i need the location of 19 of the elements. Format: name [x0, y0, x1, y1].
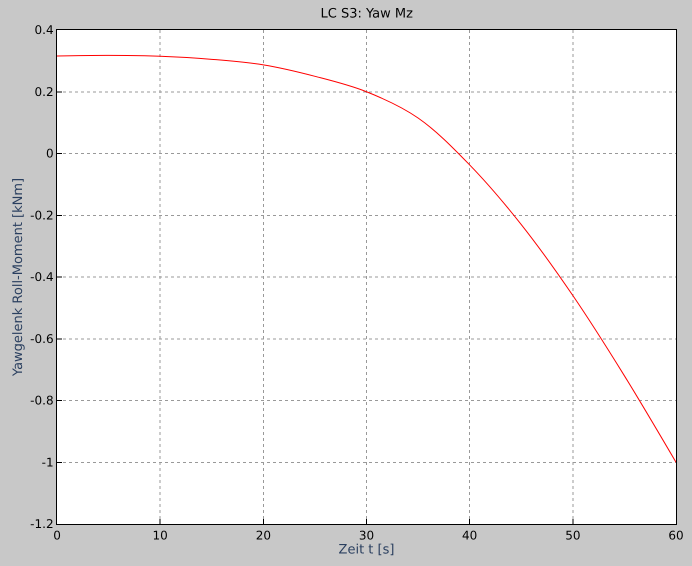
y-tick-label: -0.2 [30, 208, 54, 222]
x-tick-label: 30 [358, 528, 374, 542]
x-tick-label: 10 [152, 528, 168, 542]
line-series [57, 54, 676, 463]
y-tick-label: -0.4 [30, 270, 54, 284]
y-tick-label: 0.4 [34, 23, 54, 38]
y-tick-label: -0.6 [30, 332, 54, 346]
x-axis-title: Zeit t [s] [338, 542, 394, 558]
chart-title: LC S3: Yaw Mz [320, 6, 414, 22]
y-tick-label: -0.8 [30, 394, 54, 408]
y-tick-label: 0 [46, 146, 54, 161]
x-tick-label: 40 [462, 528, 478, 542]
y-tick-label: 0.2 [34, 84, 54, 99]
y-tick-label: -1 [42, 455, 54, 470]
x-tick-label: 60 [668, 528, 684, 542]
y-tick-label: -1.2 [30, 517, 54, 532]
y-axis-title: Yawgelenk Roll-Moment [kNm] [11, 178, 26, 378]
x-tick-label: 50 [565, 528, 580, 542]
x-tick-label: 20 [256, 528, 271, 542]
